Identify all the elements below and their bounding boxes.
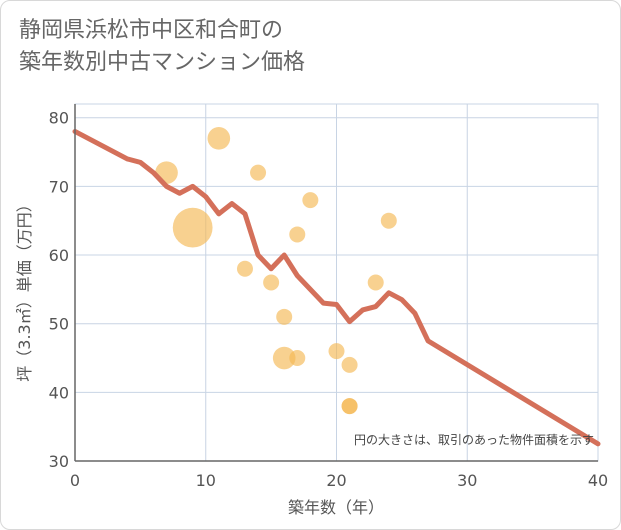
chart-title-line-1: 静岡県浜松市中区和合町の	[19, 18, 284, 43]
bubble-7	[272, 346, 296, 370]
bubble-8	[289, 226, 306, 243]
grid	[74, 103, 599, 462]
chart-title: 静岡県浜松市中区和合町の 築年数別中古マンション価格	[19, 15, 305, 79]
x-tick-label-20: 20	[326, 471, 346, 490]
size-note: 円の大きさは、取引のあった物件面積を示す	[354, 432, 594, 447]
chart-title-line-2: 築年数別中古マンション価格	[19, 50, 306, 75]
y-tick-label-40: 40	[49, 383, 69, 402]
trend-line-group	[72, 128, 601, 447]
tick-labels: 0 10 20 30 40 30 40 50 60 70 80	[49, 109, 609, 490]
y-tick-label-30: 30	[49, 452, 69, 471]
x-axis-title: 築年数（年）	[288, 498, 384, 517]
y-tick-label-70: 70	[49, 177, 69, 196]
bubble-12	[341, 356, 358, 373]
trend-line	[72, 128, 601, 447]
bubble-4	[250, 164, 267, 181]
bubble-11	[328, 343, 345, 360]
y-tick-label-60: 60	[49, 246, 69, 265]
axes	[74, 104, 598, 462]
bubble-6	[276, 308, 293, 325]
bubble-2	[207, 127, 231, 150]
bubble-15	[367, 274, 384, 291]
bubble-14	[341, 398, 358, 415]
bubble-5	[263, 274, 280, 291]
y-axis-title: 坪（3.3㎡）単価（万円）	[15, 196, 34, 381]
bubble-16	[380, 212, 397, 229]
bubble-1	[172, 207, 213, 248]
y-tick-label-80: 80	[49, 109, 69, 128]
bubble-9	[289, 350, 306, 367]
x-tick-label-10: 10	[196, 471, 216, 490]
x-tick-label-0: 0	[70, 471, 80, 490]
bubbles	[155, 127, 397, 415]
x-tick-label-30: 30	[457, 471, 477, 490]
x-tick-label-40: 40	[588, 471, 608, 490]
bubble-10	[302, 192, 319, 209]
y-tick-label-50: 50	[49, 315, 69, 334]
bubble-3	[236, 260, 253, 277]
